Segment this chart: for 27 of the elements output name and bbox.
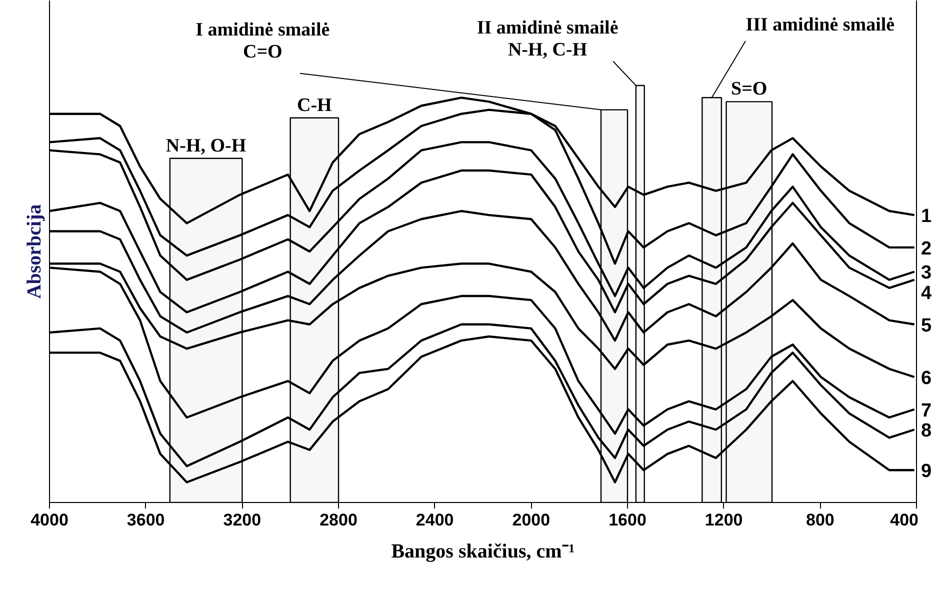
band-label: III amidinė smailė — [746, 14, 895, 36]
series-label: 2 — [921, 238, 932, 260]
x-tick-label: 2800 — [320, 510, 358, 530]
x-tick-label: 4000 — [30, 510, 68, 530]
band-label: N-H, O-H — [166, 135, 246, 156]
series-label: 6 — [921, 368, 932, 389]
x-tick-label: 2000 — [512, 510, 550, 530]
x-axis-title: Bangos skaičius, cm⁻¹ — [391, 540, 575, 562]
series-label: 1 — [921, 206, 932, 228]
series-label: 7 — [921, 400, 932, 422]
x-tick-label: 400 — [890, 510, 919, 530]
series-label: 9 — [921, 461, 932, 482]
x-tick-label: 3600 — [126, 510, 165, 530]
x-tick-label: 800 — [806, 510, 834, 530]
band-label: I amidinė smailė C=O — [196, 19, 330, 63]
x-tick-label: 2400 — [416, 510, 454, 530]
series-label: 3 — [921, 262, 932, 284]
band-label: C-H — [297, 94, 332, 116]
series-label: 5 — [921, 315, 932, 336]
band-label: S=O — [731, 78, 768, 100]
band-label: II amidinė smailė N-H, C-H — [476, 17, 618, 60]
y-axis-title: Absorbcija — [24, 204, 46, 299]
x-tick-label: 1600 — [608, 510, 646, 530]
series-label: 8 — [921, 420, 932, 442]
x-tick-label: 3200 — [223, 510, 262, 530]
x-tick-label: 1200 — [704, 510, 743, 530]
series-label: 4 — [921, 282, 932, 304]
